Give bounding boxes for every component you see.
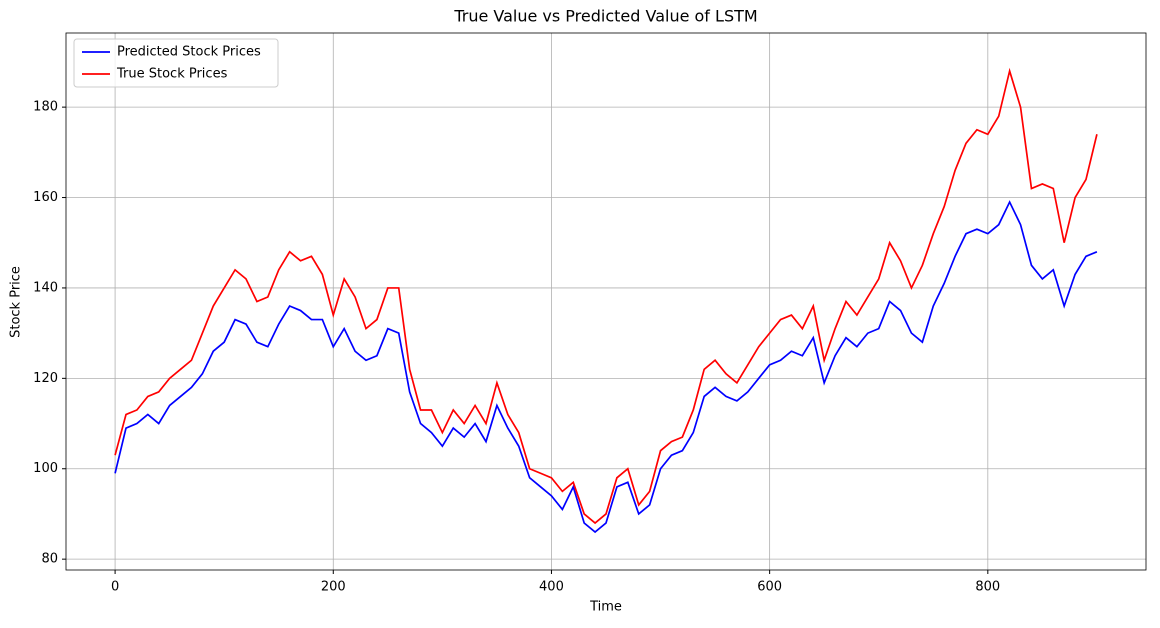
y-tick-label: 180 bbox=[33, 100, 58, 115]
x-tick-label: 600 bbox=[757, 580, 782, 595]
x-axis-label: Time bbox=[589, 600, 622, 615]
line-series bbox=[114, 67, 1098, 525]
y-axis-label: Stock Price bbox=[9, 266, 24, 338]
y-tick-label: 120 bbox=[33, 371, 58, 386]
chart-title: True Value vs Predicted Value of LSTM bbox=[453, 7, 757, 26]
x-tick-label: 0 bbox=[111, 580, 119, 595]
legend-label: Predicted Stock Prices bbox=[117, 45, 261, 60]
legend-box bbox=[73, 38, 279, 88]
x-tick-label: 400 bbox=[539, 580, 564, 595]
x-tick-label: 800 bbox=[975, 580, 1000, 595]
y-tick-label: 160 bbox=[33, 190, 58, 205]
y-tick-label: 140 bbox=[33, 280, 58, 295]
y-tick-label: 100 bbox=[33, 461, 58, 476]
line-series bbox=[114, 200, 1098, 534]
plot-frame bbox=[65, 32, 1147, 571]
x-tick-label: 200 bbox=[321, 580, 346, 595]
y-tick-label: 80 bbox=[41, 552, 58, 567]
legend-label: True Stock Prices bbox=[116, 67, 228, 82]
